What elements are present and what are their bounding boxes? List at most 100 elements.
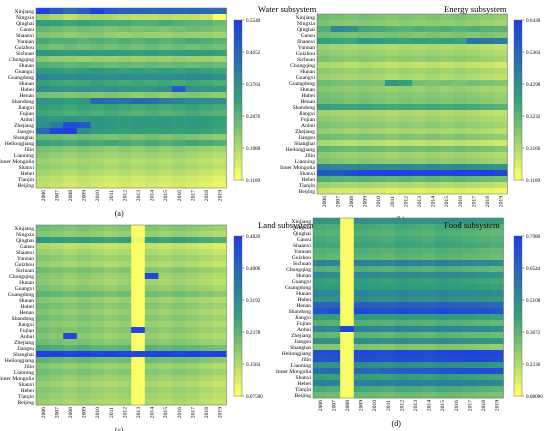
column-label: 2006 [41, 190, 47, 201]
heatmap-cell [425, 68, 440, 75]
heatmap-cell [185, 255, 200, 262]
heatmap-cell [131, 387, 146, 394]
heatmap-cell [131, 399, 146, 406]
heatmap-cell [49, 315, 64, 322]
heatmap-cell [104, 285, 118, 292]
heatmap-cell [185, 237, 200, 244]
heatmap-cell [340, 380, 355, 387]
heatmap-cell [76, 381, 91, 388]
heatmap-cell [199, 74, 214, 81]
heatmap-cell [199, 26, 214, 33]
heatmap-cell [412, 128, 427, 135]
heatmap-cell [90, 351, 105, 358]
heatmap-cell [489, 236, 504, 243]
heatmap-cell [357, 56, 372, 63]
heatmap-cell [489, 350, 504, 357]
heatmap-cell [412, 152, 427, 159]
heatmap-cell [63, 122, 78, 129]
heatmap-cell [367, 332, 382, 339]
heatmap-cell [76, 357, 91, 364]
heatmap-cell [412, 170, 427, 177]
heatmap-cell [49, 38, 64, 45]
heatmap-cell [344, 164, 359, 171]
row-label: Hunan [300, 69, 315, 75]
heatmap-cell [340, 320, 355, 327]
row-label: Hunan [300, 87, 315, 93]
heatmap-cell [63, 170, 78, 177]
heatmap-cell [425, 110, 440, 117]
heatmap-cell [421, 236, 436, 243]
heatmap-cell [353, 290, 368, 297]
heatmap-cell [381, 368, 395, 375]
heatmap-cell [172, 231, 186, 238]
heatmap-cell [131, 351, 146, 358]
heatmap-cell [408, 284, 423, 291]
heatmap-cell [63, 80, 78, 87]
heatmap-cell [371, 44, 386, 51]
heatmap-cell [158, 20, 173, 27]
heatmap-cell [357, 104, 372, 111]
heatmap-cell [172, 170, 186, 177]
column-label: 2016 [177, 407, 183, 418]
colorbar-segment [514, 296, 522, 301]
heatmap-cell [131, 249, 146, 256]
heatmap-cell [317, 56, 331, 63]
heatmap-cell [172, 363, 186, 370]
column-label: 2016 [177, 190, 183, 201]
heatmap-cell [408, 392, 423, 399]
heatmap-cell [199, 14, 214, 21]
heatmap-cell [381, 350, 395, 357]
colorbar-segment [234, 340, 242, 345]
heatmap-cell [412, 74, 427, 81]
heatmap-cell [453, 14, 467, 21]
colorbar-segment [514, 144, 522, 149]
heatmap-cell [493, 32, 508, 39]
heatmap-cell [462, 224, 477, 231]
heatmap-cell [381, 308, 395, 315]
heatmap-cell [63, 110, 78, 117]
heatmap-cell [435, 386, 450, 393]
heatmap-cell [144, 225, 159, 232]
heatmap-cell [49, 357, 64, 364]
heatmap-cell [76, 321, 91, 328]
panel-title: Food subsystem [444, 220, 500, 230]
heatmap-cell [480, 104, 495, 111]
heatmap-cell [49, 267, 64, 274]
heatmap-cell [371, 68, 386, 75]
colorbar-segment [514, 376, 522, 381]
row-label: Shandong [293, 105, 316, 111]
heatmap-cell [313, 386, 327, 393]
heatmap-cell [330, 104, 345, 111]
heatmap-cell [435, 332, 450, 339]
heatmap-cell [435, 224, 450, 231]
heatmap-cell [371, 152, 386, 159]
column-label: 2008 [68, 190, 74, 201]
colorbar-segment [234, 60, 242, 65]
heatmap-cell [357, 80, 372, 87]
heatmap-cell [367, 224, 382, 231]
heatmap-cell [158, 110, 173, 117]
heatmap-cell [330, 146, 345, 153]
row-label: Hebei [302, 177, 316, 183]
heatmap-cell [425, 104, 440, 111]
heatmap-cell [158, 26, 173, 33]
heatmap-cell [330, 152, 345, 159]
heatmap-cell [185, 98, 200, 105]
heatmap-cell [313, 302, 327, 309]
heatmap-cell [425, 158, 440, 165]
heatmap-cell [49, 26, 64, 33]
heatmap-cell [326, 236, 341, 243]
heatmap-cell [199, 158, 214, 165]
heatmap-cell [435, 326, 450, 333]
row-label: Jiangsu [294, 339, 311, 345]
colorbar-segment [514, 52, 522, 57]
heatmap-cell [104, 393, 118, 400]
heatmap-cell [357, 26, 372, 33]
heatmap-cell [185, 20, 200, 27]
heatmap-panel: XinjiangNingxiaQinghaiGansuShaanxiYunnan… [280, 4, 541, 224]
heatmap-cell [489, 320, 504, 327]
heatmap-cell [493, 128, 508, 135]
heatmap-cell [158, 225, 173, 232]
heatmap-cell [131, 333, 146, 340]
heatmap-cell [357, 98, 372, 105]
